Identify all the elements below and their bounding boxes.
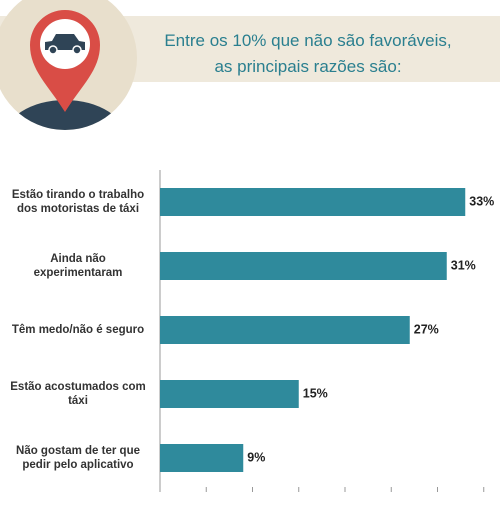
value-label: 15% (303, 386, 328, 400)
bar (160, 444, 244, 472)
category-label: Não gostam de ter que pedir pelo aplicati… (16, 445, 140, 471)
category-label: Ainda não experimentaram (34, 253, 123, 279)
value-label: 27% (414, 322, 439, 336)
category-label: Estão acostumados com táxi (10, 381, 145, 407)
value-label: 31% (451, 258, 476, 272)
bar (160, 252, 447, 280)
value-label: 33% (469, 194, 494, 208)
bar (160, 316, 410, 344)
category-label: Estão tirando o trabalho dos motoristas d… (12, 189, 144, 215)
chart-title: Entre os 10% que não são favoráveis, as p… (164, 31, 451, 76)
category-label: Têm medo/não é seguro (12, 324, 144, 336)
icon (0, 0, 137, 130)
bar (160, 380, 299, 408)
bar (160, 188, 466, 216)
value-label: 9% (247, 450, 265, 464)
